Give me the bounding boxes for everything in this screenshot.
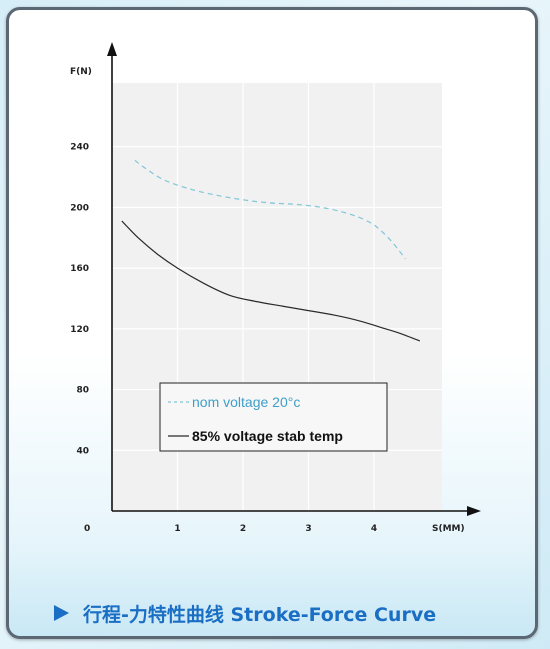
y-tick-label: 40 [76, 446, 89, 456]
y-tick-label: 200 [70, 203, 89, 213]
y-tick-label: 120 [70, 325, 89, 335]
series-nom-voltage-line [134, 159, 406, 260]
legend-entry-label: nom voltage 20°c [192, 394, 300, 410]
x-axis-arrow [467, 506, 481, 516]
x-tick-label: 2 [240, 524, 246, 534]
play-triangle-icon [54, 605, 69, 621]
y-tick-label: 240 [70, 143, 89, 153]
origin-label: 0 [84, 524, 90, 534]
x-axis-label: S(MM) [432, 524, 465, 534]
x-tick-label: 4 [371, 524, 377, 534]
y-tick-label: 80 [76, 386, 89, 396]
y-tick-label: 160 [70, 264, 89, 274]
series-85-voltage-line [121, 220, 421, 342]
x-tick-label: 1 [174, 524, 180, 534]
y-axis-label: F(N) [70, 67, 92, 77]
chart-caption: 行程-力特性曲线 Stroke-Force Curve [54, 598, 436, 628]
legend: nom voltage 20°c 85% voltage stab temp [159, 382, 388, 452]
tick-labels: 40 80 120 160 200 240 1 2 3 4 [70, 143, 377, 534]
legend-box [159, 382, 388, 452]
x-tick-label: 3 [305, 524, 311, 534]
axes [107, 42, 481, 516]
legend-entry-label: 85% voltage stab temp [192, 428, 343, 444]
y-axis-arrow [107, 42, 117, 56]
caption-text: 行程-力特性曲线 Stroke-Force Curve [83, 603, 437, 626]
series-lines [121, 159, 421, 342]
